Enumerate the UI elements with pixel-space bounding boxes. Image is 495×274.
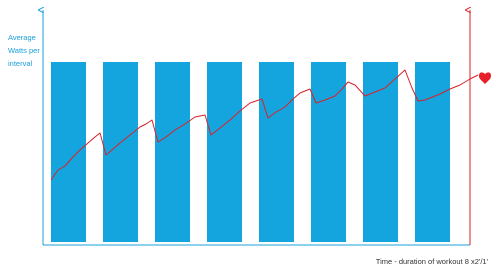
bar xyxy=(207,62,242,242)
interval-bars xyxy=(51,62,450,242)
y-axis-label: Average xyxy=(8,33,36,42)
x-axis-label: Time - duration of workout 8 x2'/1' xyxy=(376,257,489,266)
bar xyxy=(415,62,450,242)
bar xyxy=(155,62,190,242)
heart-rate-line xyxy=(50,69,479,181)
y-axis-label: Watts per xyxy=(8,46,40,55)
y-axis-label: interval xyxy=(8,59,33,68)
bar xyxy=(363,62,398,242)
bar xyxy=(259,62,294,242)
bar xyxy=(311,62,346,242)
bar xyxy=(103,62,138,242)
heart-icon xyxy=(478,72,492,84)
bar xyxy=(51,62,86,242)
